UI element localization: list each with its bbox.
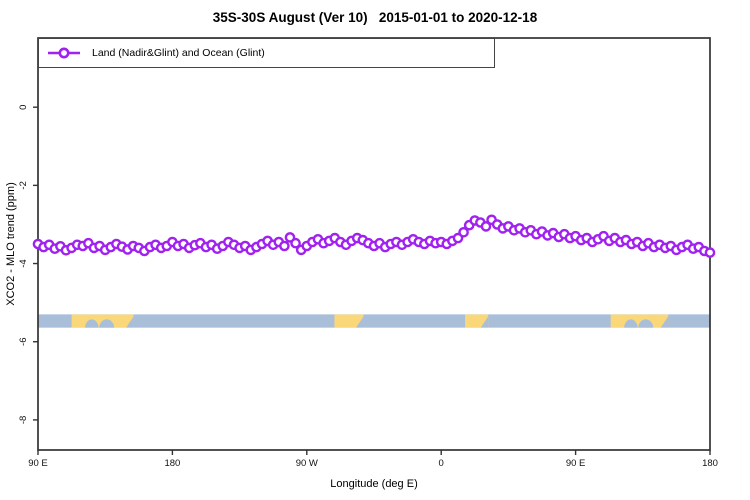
- data-point: [704, 247, 716, 258]
- y-tick-label: 0: [18, 105, 29, 110]
- ocean-coast-wedge: [660, 316, 669, 328]
- land-patch: [334, 314, 364, 328]
- y-tick-label: -2: [18, 181, 29, 189]
- chart-title: 35S-30S August (Ver 10) 2015-01-01 to 20…: [212, 10, 538, 25]
- data-point: [279, 240, 290, 252]
- data-point: [480, 221, 492, 232]
- land-patch: [465, 314, 489, 328]
- ocean-coast-wedge: [480, 316, 489, 328]
- legend-label: Land (Nadir&Glint) and Ocean (Glint): [92, 47, 265, 59]
- ocean-bight: [624, 319, 638, 328]
- data-point: [290, 237, 301, 249]
- ocean-coast-wedge: [126, 316, 134, 328]
- x-tick-label: 90 E: [566, 458, 586, 469]
- y-axis-title: XCO2 - MLO trend (ppm): [5, 182, 17, 306]
- y-tick-label: -6: [18, 337, 29, 345]
- legend-series-marker-icon: [48, 47, 80, 59]
- x-tick-label: 180: [164, 458, 180, 469]
- series-markers: [32, 214, 716, 258]
- x-tick-label: 90 E: [28, 458, 48, 469]
- x-tick-label: 180: [702, 458, 718, 469]
- y-tick-label: -4: [18, 259, 29, 267]
- land-ocean-band: [71, 314, 669, 328]
- ocean-bight: [638, 319, 654, 328]
- x-tick-label: 0: [439, 458, 444, 469]
- x-tick-label: 90 W: [296, 458, 318, 469]
- ocean-coast-wedge: [356, 316, 364, 328]
- data-point: [458, 226, 469, 238]
- y-tick-label: -8: [18, 416, 29, 424]
- ocean-band: [38, 314, 710, 328]
- ocean-bight: [99, 319, 115, 328]
- x-axis-title: Longitude (deg E): [330, 478, 418, 490]
- ocean-bight: [85, 319, 99, 328]
- legend-box: Land (Nadir&Glint) and Ocean (Glint): [38, 38, 495, 68]
